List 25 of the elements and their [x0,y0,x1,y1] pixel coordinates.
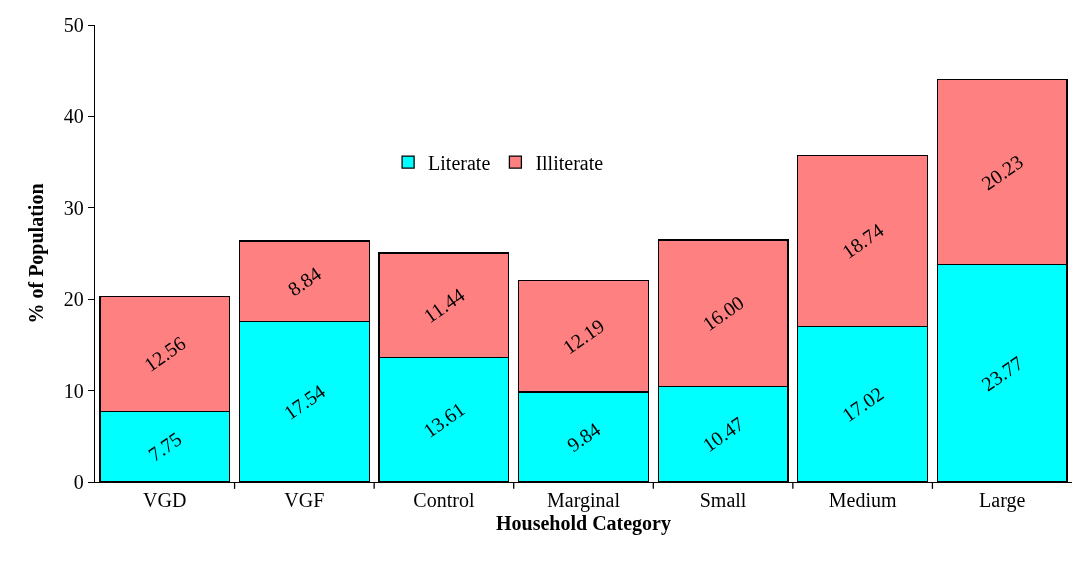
data-label: 17.02 [837,382,888,427]
data-label: 9.84 [562,417,605,457]
y-tick-label: 20 [63,288,84,311]
data-label: 8.84 [283,262,325,301]
y-axis-title: % of Population [25,183,49,324]
data-label: 11.44 [419,283,469,328]
y-tick-label: 40 [63,105,84,128]
data-label: 12.19 [558,314,609,359]
data-label: 13.61 [419,397,469,442]
y-tick-label: 50 [63,14,84,36]
y-tick-label: 10 [63,379,84,402]
data-label: 16.00 [698,291,748,336]
legend-label: Literate [428,151,491,174]
y-tick-label: 30 [63,196,84,219]
x-tick-label: Marginal [547,489,621,513]
x-tick-label: VGD [143,489,187,512]
x-tick-label: Medium [828,489,897,512]
y-tick-label: 0 [73,471,84,493]
legend-label: Illiterate [535,151,604,174]
data-label: 7.75 [144,427,186,466]
x-tick-label: Small [699,489,747,512]
x-tick-label: Large [979,489,1026,513]
x-tick-label: Control [413,489,475,512]
x-tick-label: VGF [284,489,325,512]
x-axis-title: Household Category [496,512,671,536]
